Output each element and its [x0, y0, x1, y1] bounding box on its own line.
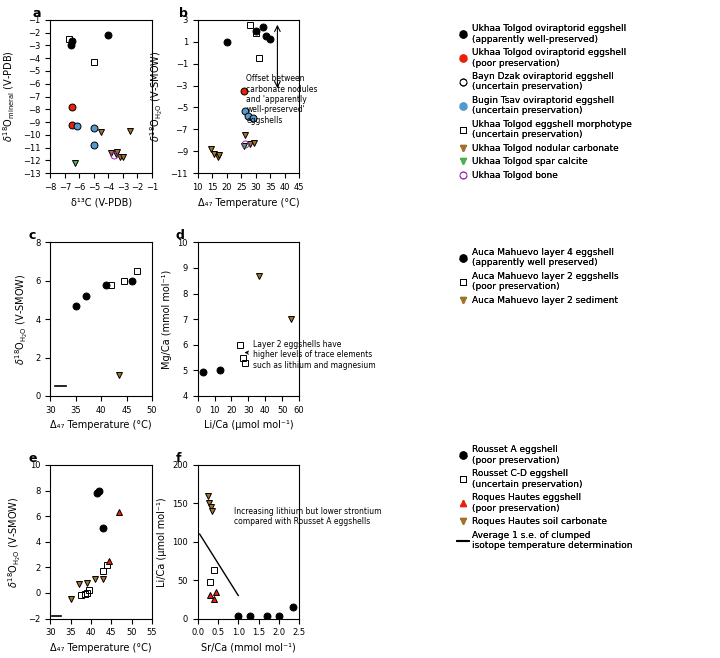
Legend: Ukhaa Tolgod oviraptorid eggshell
(apparently well-preserved), Ukhaa Tolgod ovir: Ukhaa Tolgod oviraptorid eggshell (appar… [458, 24, 631, 180]
X-axis label: Δ₄₇ Temperature (°C): Δ₄₇ Temperature (°C) [50, 643, 152, 653]
Y-axis label: Li/Ca (μmol mol⁻¹): Li/Ca (μmol mol⁻¹) [157, 497, 166, 586]
Y-axis label: $\delta^{18}$O$_{\mathrm{H_2O}}$ (V-SMOW): $\delta^{18}$O$_{\mathrm{H_2O}}$ (V-SMOW… [148, 51, 165, 142]
X-axis label: Δ₄₇ Temperature (°C): Δ₄₇ Temperature (°C) [197, 197, 300, 207]
Legend: Auca Mahuevo layer 4 eggshell
(apparently well preserved), Auca Mahuevo layer 2 : Auca Mahuevo layer 4 eggshell (apparentl… [458, 248, 618, 305]
Text: b: b [179, 7, 188, 20]
Text: f: f [175, 452, 181, 465]
Y-axis label: $\delta^{18}$O$_{\mathrm{mineral}}$ (V-PDB): $\delta^{18}$O$_{\mathrm{mineral}}$ (V-P… [2, 51, 17, 142]
Legend: Rousset A eggshell
(poor preservation), Rousset C-D eggshell
(uncertain preserva: Rousset A eggshell (poor preservation), … [458, 445, 632, 550]
Text: d: d [175, 229, 184, 242]
Text: c: c [28, 229, 35, 242]
Text: e: e [28, 452, 37, 465]
Y-axis label: $\delta^{18}$O$_{\mathrm{H_2O}}$ (V-SMOW): $\delta^{18}$O$_{\mathrm{H_2O}}$ (V-SMOW… [13, 273, 30, 365]
X-axis label: Sr/Ca (mmol mol⁻¹): Sr/Ca (mmol mol⁻¹) [201, 643, 296, 653]
Text: Layer 2 eggshells have
higher levels of trace elements
such as lithium and magne: Layer 2 eggshells have higher levels of … [246, 340, 376, 370]
Text: Increasing lithium but lower strontium
compared with Rousset A eggshells: Increasing lithium but lower strontium c… [234, 507, 382, 526]
Text: Offset between
carbonate nodules
and 'apparently
well-preserved'
eggshells: Offset between carbonate nodules and 'ap… [246, 74, 318, 125]
X-axis label: Li/Ca (μmol mol⁻¹): Li/Ca (μmol mol⁻¹) [204, 420, 293, 430]
X-axis label: Δ₄₇ Temperature (°C): Δ₄₇ Temperature (°C) [50, 420, 152, 430]
Y-axis label: $\delta^{18}$O$_{\mathrm{H_2O}}$ (V-SMOW): $\delta^{18}$O$_{\mathrm{H_2O}}$ (V-SMOW… [6, 496, 23, 588]
Y-axis label: Mg/Ca (mmol mol⁻¹): Mg/Ca (mmol mol⁻¹) [162, 270, 172, 368]
X-axis label: δ¹³C (V-PDB): δ¹³C (V-PDB) [71, 197, 132, 207]
Text: a: a [32, 7, 40, 20]
